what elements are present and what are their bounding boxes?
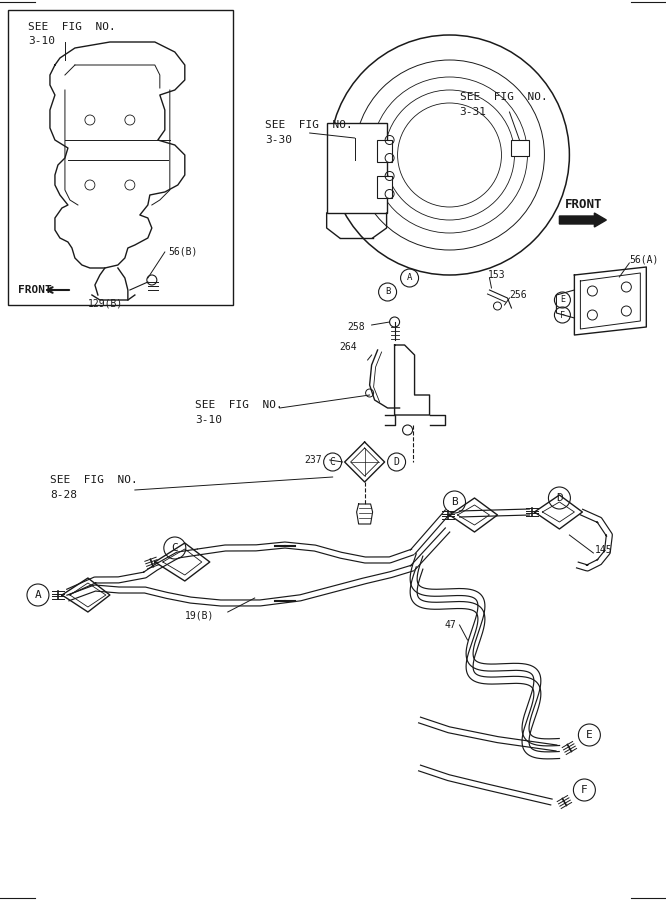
Text: 264: 264 (340, 342, 358, 352)
Text: B: B (451, 497, 458, 507)
Text: E: E (586, 730, 593, 740)
Text: 3-10: 3-10 (195, 415, 222, 425)
Text: 153: 153 (488, 270, 505, 280)
Bar (327, 123, 387, 213)
FancyArrow shape (560, 213, 606, 227)
Text: SEE  FIG  NO.: SEE FIG NO. (460, 92, 547, 102)
Bar (377, 176, 392, 198)
Text: C: C (171, 543, 178, 553)
Text: 56(B): 56(B) (168, 246, 197, 256)
Text: SEE  FIG  NO.: SEE FIG NO. (28, 22, 115, 32)
Bar (512, 140, 530, 156)
Text: 19(B): 19(B) (185, 610, 214, 620)
Text: D: D (394, 457, 400, 467)
Text: 145: 145 (594, 545, 612, 555)
Text: F: F (560, 310, 565, 320)
Text: 256: 256 (510, 290, 527, 300)
Text: 129(B): 129(B) (88, 298, 123, 308)
Text: FRONT: FRONT (564, 198, 602, 211)
Text: 47: 47 (444, 620, 456, 630)
Text: SEE  FIG  NO.: SEE FIG NO. (195, 400, 283, 410)
Text: A: A (35, 590, 41, 600)
Bar (8, 10, 233, 305)
Text: B: B (385, 287, 390, 296)
Text: 3-10: 3-10 (28, 36, 55, 46)
Text: 258: 258 (348, 322, 366, 332)
Text: 8-28: 8-28 (50, 490, 77, 500)
Text: C: C (329, 457, 336, 467)
Text: E: E (560, 295, 565, 304)
Text: FRONT: FRONT (18, 285, 52, 295)
Text: F: F (581, 785, 588, 795)
Text: 3-31: 3-31 (460, 107, 486, 117)
Text: 56(A): 56(A) (630, 255, 659, 265)
Text: 3-30: 3-30 (265, 135, 291, 145)
Text: SEE  FIG  NO.: SEE FIG NO. (50, 475, 137, 485)
Text: 237: 237 (305, 455, 322, 465)
Text: A: A (407, 274, 412, 283)
Bar (377, 140, 392, 162)
Text: D: D (556, 493, 563, 503)
Text: SEE  FIG  NO.: SEE FIG NO. (265, 120, 352, 130)
